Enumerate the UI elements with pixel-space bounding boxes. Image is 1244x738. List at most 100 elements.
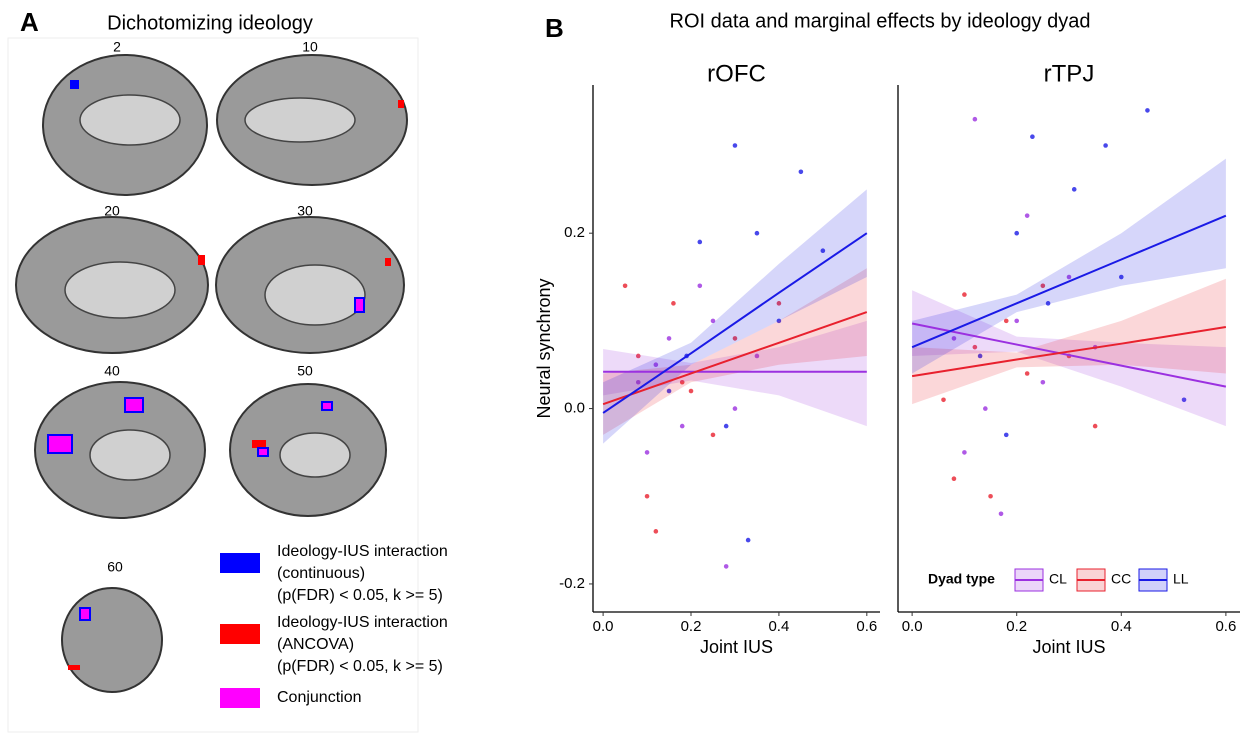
point: [1030, 134, 1035, 140]
y-axis-label: Neural synchrony: [534, 278, 554, 418]
point: [972, 344, 978, 350]
x-tick-label: 0.4: [768, 618, 789, 635]
confidence-band: [603, 268, 867, 435]
point: [962, 450, 967, 455]
legend-text: (p(FDR) < 0.05, k >= 5): [277, 658, 443, 675]
point: [962, 292, 967, 297]
facet-title: rTPJ: [1044, 60, 1095, 87]
brain-inner: [264, 264, 366, 326]
point: [732, 336, 738, 341]
point: [798, 169, 804, 175]
legend-text: Conjunction: [277, 689, 362, 706]
point: [635, 379, 641, 385]
point: [666, 336, 672, 341]
activation: [198, 255, 205, 265]
point: [644, 450, 650, 455]
point: [653, 362, 659, 368]
point: [1045, 301, 1051, 306]
point: [679, 423, 685, 429]
point: [1103, 143, 1108, 148]
point: [723, 564, 729, 569]
activation: [398, 100, 404, 108]
activation: [70, 80, 79, 89]
legend-label: CC: [1111, 571, 1131, 587]
charts: rOFC 0.0 0.2 0.4 0.6 -0.2 0.0 0.2 Joint IUS Neura…: [534, 60, 1240, 657]
confidence-band: [603, 189, 867, 444]
slice-label: 50: [297, 363, 313, 379]
x-axis-label: Joint IUS: [700, 637, 773, 657]
x-axis-label: Joint IUS: [1032, 637, 1105, 657]
legend-text: Ideology-IUS interaction: [277, 614, 448, 631]
point: [972, 116, 978, 122]
slice-label: 40: [104, 363, 120, 379]
point: [1092, 423, 1098, 429]
brain-inner: [279, 432, 351, 478]
slice-label: 20: [104, 203, 120, 219]
panel-label: B: [545, 13, 564, 43]
point: [1014, 318, 1020, 324]
point: [951, 476, 957, 482]
confidence-band: [912, 290, 1226, 427]
confidence-band: [603, 320, 867, 427]
activation: [47, 434, 73, 454]
legend-title: Dyad type: [928, 571, 995, 587]
fit-line: [911, 326, 1227, 378]
plot: [602, 143, 868, 569]
activation: [385, 258, 391, 266]
legend-label: CL: [1049, 571, 1067, 587]
point: [723, 423, 729, 429]
y-tick-label: 0.0: [564, 400, 585, 417]
point: [1040, 283, 1046, 289]
point: [1071, 187, 1077, 192]
x-tick-label: 0.6: [1215, 618, 1236, 635]
panel-a-frame: [7, 37, 419, 733]
point: [754, 353, 760, 359]
legend-swatch: [220, 688, 260, 708]
legend-text: (continuous): [277, 565, 365, 582]
fit-line: [602, 311, 868, 406]
legend-text: (p(FDR) < 0.05, k >= 5): [277, 587, 443, 604]
point: [977, 353, 983, 359]
point: [1066, 274, 1072, 280]
fit-line: [911, 322, 1227, 388]
x-tick-label: 0.6: [856, 618, 877, 635]
point: [1003, 318, 1009, 324]
facet-title: rOFC: [707, 60, 766, 87]
point: [710, 432, 716, 438]
point: [1003, 432, 1009, 438]
legend: Ideology-IUS interaction (continuous) (p(F…: [220, 543, 448, 708]
point: [951, 336, 957, 341]
point: [754, 230, 760, 236]
point: [688, 388, 694, 394]
point: [679, 379, 685, 385]
activation: [321, 401, 333, 411]
activation: [124, 397, 144, 413]
point: [732, 406, 738, 411]
x-tick-label: 0.2: [1006, 618, 1027, 635]
y-tick-label: -0.2: [559, 575, 585, 592]
brain-inner: [79, 94, 181, 146]
panel-label: A: [20, 7, 39, 37]
fit-line: [602, 232, 868, 414]
point: [1024, 213, 1030, 218]
confidence-band: [912, 278, 1226, 405]
brain-inner: [89, 429, 171, 481]
point: [998, 511, 1004, 517]
activation: [79, 607, 91, 621]
activation: [68, 665, 80, 670]
point: [622, 283, 628, 289]
panel-title: ROI data and marginal effects by ideolog…: [670, 10, 1091, 32]
x-tick-label: 0.0: [593, 618, 614, 635]
brain-inner: [64, 261, 176, 319]
point: [1181, 397, 1187, 403]
legend-label: LL: [1173, 571, 1189, 587]
point: [697, 239, 703, 245]
legend-swatch: [220, 553, 260, 573]
point: [1040, 379, 1046, 385]
point: [644, 493, 650, 499]
point: [1014, 230, 1020, 236]
point: [653, 529, 659, 534]
slice-label: 10: [302, 39, 318, 55]
x-tick-label: 0.2: [681, 618, 702, 635]
